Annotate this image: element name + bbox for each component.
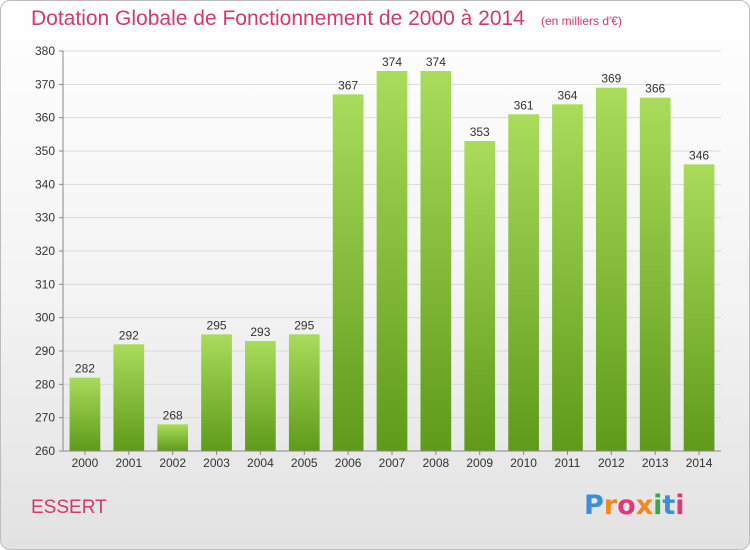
bar-2012 (595, 87, 627, 452)
x-tick-label: 2013 (642, 456, 669, 470)
y-tick-label: 310 (35, 277, 55, 291)
x-tick-label: 2011 (555, 456, 581, 470)
bar-2003 (201, 334, 232, 451)
logo-letter: t (662, 490, 676, 521)
y-tick-label: 300 (35, 311, 55, 325)
logo-letter: r (603, 490, 618, 521)
bar-value-label: 369 (601, 72, 621, 86)
bar-2002 (157, 424, 189, 451)
bar-2013 (639, 97, 671, 452)
bar-value-label: 353 (470, 125, 490, 139)
bar-value-label: 374 (426, 55, 446, 69)
x-tick-label: 2006 (335, 456, 362, 470)
logo-letter: x (635, 490, 654, 521)
x-tick-label: 2005 (291, 456, 318, 470)
y-tick-label: 380 (35, 44, 55, 58)
axes: 260 270 280 290 300 310 320 330 340 350 360 370 380 2… (35, 44, 721, 470)
x-tick-label: 2009 (466, 456, 493, 470)
y-tick-label: 260 (35, 444, 55, 458)
y-tick-label: 370 (35, 77, 55, 91)
x-tick-label: 2002 (159, 456, 186, 470)
bar-value-label: 282 (75, 362, 95, 376)
bar-2001 (113, 344, 145, 451)
proxiti-logo[interactable]: Proxiti (584, 490, 685, 521)
bar-value-label: 366 (645, 82, 665, 96)
x-tick-label: 2001 (115, 456, 142, 470)
y-tick-label: 270 (35, 411, 55, 425)
x-tick-label: 2003 (203, 456, 230, 470)
y-tick-label: 290 (35, 344, 55, 358)
bar-2000 (69, 377, 101, 451)
x-tick-label: 2007 (379, 456, 406, 470)
bar-value-label: 293 (250, 325, 270, 339)
bar-value-label: 295 (207, 318, 227, 332)
bar-2006 (332, 94, 364, 451)
bar-2011 (552, 104, 583, 451)
logo-letter: i (675, 490, 685, 521)
bar-2005 (288, 334, 320, 451)
logo-letter: i (653, 490, 663, 521)
bar-2009 (464, 141, 496, 451)
bar-value-label: 292 (119, 328, 139, 342)
x-tick-label: 2010 (510, 456, 537, 470)
x-tick-label: 2000 (72, 456, 99, 470)
chart-title: Dotation Globale de Fonctionnement de 20… (31, 7, 525, 30)
y-tick-label: 350 (35, 144, 55, 158)
bar-value-label: 295 (294, 318, 314, 332)
bar-value-label: 268 (163, 408, 183, 422)
chart-unit: (en milliers d'€) (541, 14, 622, 28)
bar-2010 (508, 114, 539, 451)
x-tick-label: 2014 (686, 456, 713, 470)
y-tick-label: 320 (35, 244, 55, 258)
bar-value-label: 367 (338, 78, 358, 92)
commune-name: ESSERT (31, 497, 107, 518)
bar-2008 (420, 71, 452, 451)
bar-2007 (376, 71, 408, 451)
bar-2014 (683, 164, 715, 452)
y-tick-label: 340 (35, 177, 55, 191)
bar-value-label: 374 (382, 55, 402, 69)
x-tick-label: 2004 (247, 456, 274, 470)
logo-letter: o (617, 490, 636, 521)
bar-2004 (245, 341, 276, 451)
x-tick-label: 2012 (598, 456, 625, 470)
y-tick-label: 330 (35, 211, 55, 225)
bars: 282 292 268 295 293 295 367 374 374 353 361 364 369 3… (69, 55, 715, 452)
y-tick-label: 360 (35, 111, 55, 125)
bar-value-label: 364 (557, 88, 577, 102)
logo-letter: P (584, 490, 604, 521)
bar-value-label: 346 (689, 148, 709, 162)
bar-value-label: 361 (514, 98, 534, 112)
x-tick-label: 2008 (423, 456, 450, 470)
y-tick-label: 280 (35, 377, 55, 391)
